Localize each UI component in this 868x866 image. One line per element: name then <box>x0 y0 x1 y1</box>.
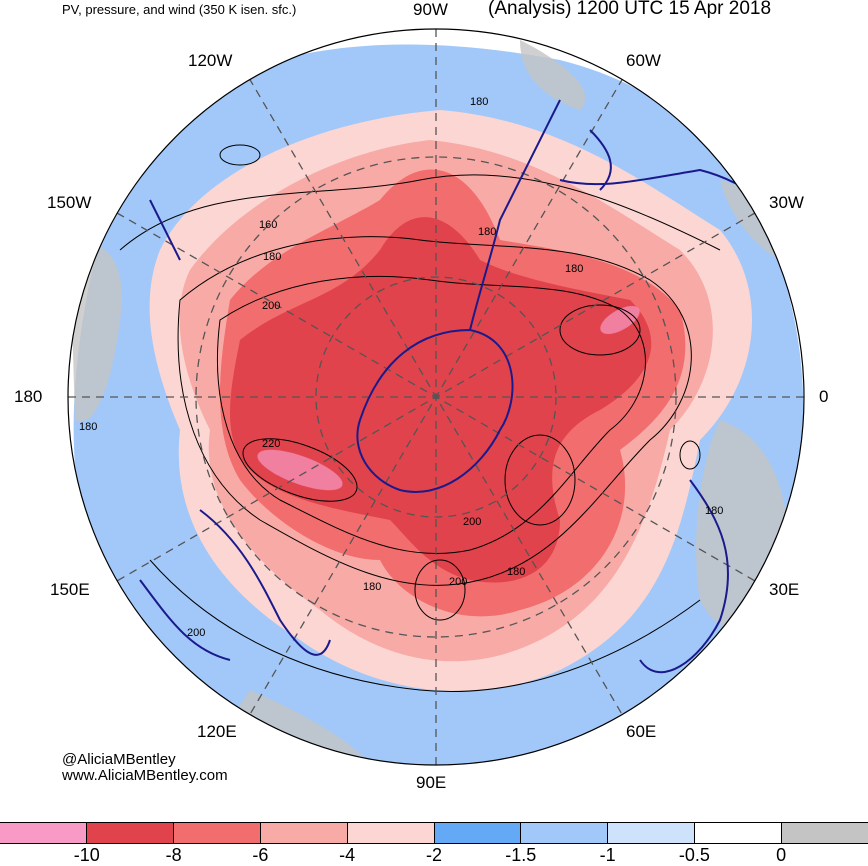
analysis-time: (Analysis) 1200 UTC 15 Apr 2018 <box>488 0 772 19</box>
contour-label: 200 <box>463 516 482 528</box>
lon-label-180: 180 <box>14 387 43 406</box>
pv-strong-region <box>230 217 652 583</box>
lon-label-0: 0 <box>819 387 829 406</box>
lon-label-120e: 120E <box>197 722 237 741</box>
credit-handle: @AliciaMBentley <box>62 751 176 768</box>
colorbar-labels: -10 -8 -6 -4 -2 -1.5 -1 -0.5 0 <box>0 845 868 865</box>
colorbar-segment <box>173 823 261 843</box>
colorbar-segment <box>0 823 87 843</box>
colorbar <box>0 822 868 844</box>
lon-label-60w: 60W <box>626 51 661 70</box>
contour-label: 180 <box>263 251 282 263</box>
colorbar-segment <box>782 823 868 843</box>
lon-label-90w: 90W <box>413 0 448 19</box>
colorbar-tick-label: -1 <box>599 845 616 865</box>
colorbar-tick-label: -0.5 <box>678 845 710 865</box>
contour-label: 180 <box>363 581 382 593</box>
colorbar-segment <box>434 823 522 843</box>
lon-label-120w: 120W <box>188 51 233 70</box>
lon-label-30w: 30W <box>769 193 804 212</box>
lon-label-150w: 150W <box>47 193 92 212</box>
colorbar-tick-label: -6 <box>252 845 269 865</box>
polar-map <box>67 28 805 766</box>
contour-label: 220 <box>262 438 281 450</box>
map-border <box>67 28 805 766</box>
credit-website: www.AliciaMBentley.com <box>62 767 228 784</box>
lon-label-30e: 30E <box>769 580 800 599</box>
colorbar-segment <box>347 823 435 843</box>
contour-label: 180 <box>470 96 489 108</box>
pressure-contours <box>119 144 721 693</box>
lon-label-150e: 150E <box>50 580 90 599</box>
contour-label: 180 <box>79 421 98 433</box>
contour-label: 200 <box>262 300 281 312</box>
colorbar-tick-label: 0 <box>776 845 787 865</box>
contour-label: 180 <box>507 566 526 578</box>
colorbar-segment <box>608 823 696 843</box>
lon-label-60e: 60E <box>626 722 657 741</box>
contour-label: 200 <box>187 627 206 639</box>
colorbar-segment <box>695 823 783 843</box>
colorbar-segment <box>521 823 609 843</box>
contour-label: 160 <box>259 219 278 231</box>
contour-label: 180 <box>705 505 724 517</box>
map-title: PV, pressure, and wind (350 K isen. sfc.… <box>62 2 297 17</box>
colorbar-tick-label: -4 <box>339 845 356 865</box>
contour-label: 180 <box>565 263 584 275</box>
colorbar-tick-label: -8 <box>165 845 182 865</box>
colorbar-tick-label: -2 <box>425 845 443 865</box>
contour-label: 180 <box>478 226 497 238</box>
contour-label: 200 <box>449 576 468 588</box>
lat-lon-grid <box>68 29 804 765</box>
colorbar-segment <box>260 823 348 843</box>
colorbar-tick-label: -10 <box>73 845 100 865</box>
colorbar-segment <box>86 823 174 843</box>
lon-label-90e: 90E <box>416 773 447 792</box>
colorbar-tick-label: -1.5 <box>505 845 537 865</box>
